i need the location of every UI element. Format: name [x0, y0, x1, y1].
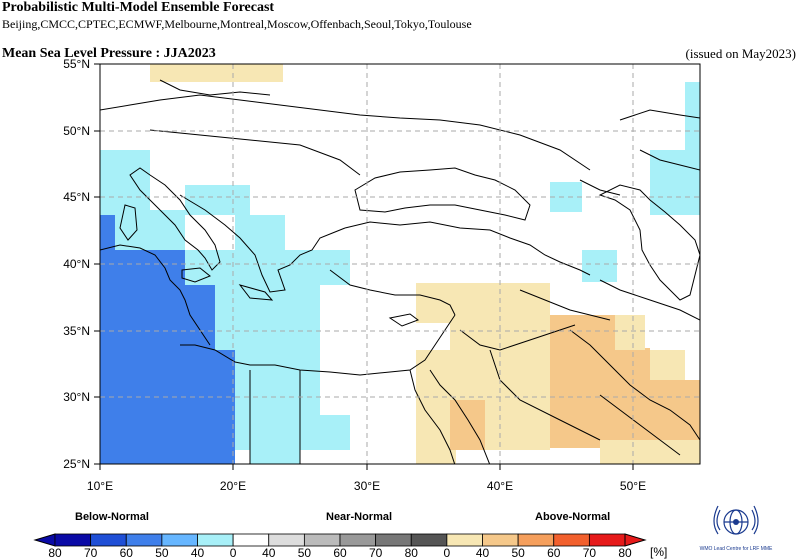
cell-above [150, 64, 283, 82]
legend-tick-label: 50 [511, 546, 525, 560]
legend-tick-label: 80 [48, 546, 62, 560]
legend-tick-label: 40 [476, 546, 490, 560]
tick-marks [94, 63, 634, 470]
grid-lines [100, 64, 700, 464]
legend-swatch [232, 533, 270, 547]
legend-swatch [268, 533, 305, 547]
lat-label: 30°N [63, 390, 90, 404]
logo-caption: WMO Lead Centre for LRF MME [699, 546, 773, 552]
legend-arrow-left [33, 533, 56, 547]
legend-swatch [588, 533, 626, 547]
cell-above [650, 350, 685, 380]
cell-above [600, 440, 700, 464]
legend-ticks: 80 70 60 50 40 0 40 50 60 70 80 0 40 50 60 70 80 [48, 546, 632, 560]
cell-below [250, 450, 300, 464]
legend-swatch [54, 533, 92, 547]
cell-above [650, 380, 700, 450]
cell-below [185, 185, 250, 215]
cell-above [615, 315, 645, 350]
legend-tick-label: 60 [333, 546, 347, 560]
page-title: Probabilistic Multi-Model Ensemble Forec… [2, 0, 275, 15]
cell-above [416, 283, 550, 323]
legend-tick-label: 50 [155, 546, 169, 560]
legend-tick-label: 40 [191, 546, 205, 560]
near-normal-label: Near-Normal [326, 511, 393, 523]
cell-below [235, 215, 285, 250]
legend-swatch [339, 533, 377, 547]
lat-label: 50°N [63, 124, 90, 138]
legend-swatch [303, 533, 341, 547]
lat-label: 25°N [63, 457, 90, 471]
legend-unit: [%] [650, 545, 667, 559]
cell-above [550, 315, 615, 350]
cell-below [650, 150, 700, 215]
wmo-logo-icon [713, 505, 759, 535]
cell-below [100, 150, 150, 210]
legend-swatch [90, 533, 127, 547]
lat-label: 45°N [63, 190, 90, 204]
lat-label: 55°N [63, 57, 90, 71]
legend-tick-label: 80 [405, 546, 419, 560]
legend-swatch [161, 533, 198, 547]
legend-tick-label: 70 [583, 546, 597, 560]
legend-tick-label: 80 [618, 546, 632, 560]
legend-swatch [375, 533, 412, 547]
probability-cells [100, 64, 700, 464]
lon-label: 50°E [620, 479, 646, 493]
cell-below-strong [100, 250, 185, 285]
cell-above [450, 400, 485, 450]
legend-tick-label: 70 [369, 546, 383, 560]
cell-below-strong [100, 350, 235, 464]
cell-below [550, 182, 582, 212]
coastlines [100, 79, 700, 464]
lon-label: 40°E [487, 479, 513, 493]
cell-below [235, 415, 350, 450]
legend-swatch [517, 533, 555, 547]
axis-labels: 10°E 20°E 30°E 40°E 50°E 25°N 30°N 35°N … [63, 57, 646, 493]
cell-above [550, 348, 650, 448]
cell-below [582, 250, 617, 282]
cell-below-strong [100, 215, 115, 250]
legend-swatch [197, 533, 234, 547]
legend-tick-label: 0 [444, 546, 451, 560]
legend-arrow-right [624, 533, 647, 547]
below-normal-label: Below-Normal [75, 511, 149, 523]
cell-below-strong [100, 285, 215, 350]
map-subtitle: Mean Sea Level Pressure : JJA2023 [2, 46, 216, 61]
centres-list: Beijing,CMCC,CPTEC,ECMWF,Melbourne,Montr… [2, 17, 472, 31]
cell-above [416, 350, 456, 464]
legend-tick-label: 60 [120, 546, 134, 560]
legend-tick-label: 0 [230, 546, 237, 560]
legend-swatch [482, 533, 519, 547]
cell-below [185, 250, 350, 285]
above-normal-label: Above-Normal [535, 511, 611, 523]
legend-swatch [125, 533, 163, 547]
lon-label: 30°E [354, 479, 380, 493]
cell-below [685, 82, 700, 150]
lon-label: 10°E [87, 479, 113, 493]
cell-below [235, 350, 320, 415]
legend-tick-label: 70 [84, 546, 98, 560]
legend-tick-label: 60 [547, 546, 561, 560]
lat-label: 35°N [63, 324, 90, 338]
legend-swatch [446, 533, 483, 547]
issued-date: (issued on May2023) [685, 46, 797, 61]
legend-colorbar [33, 533, 647, 547]
lat-label: 40°N [63, 257, 90, 271]
legend-swatch [553, 533, 590, 547]
legend-swatch [410, 533, 448, 547]
lon-label: 20°E [220, 479, 246, 493]
legend-tick-label: 50 [298, 546, 312, 560]
legend-tick-label: 40 [262, 546, 276, 560]
